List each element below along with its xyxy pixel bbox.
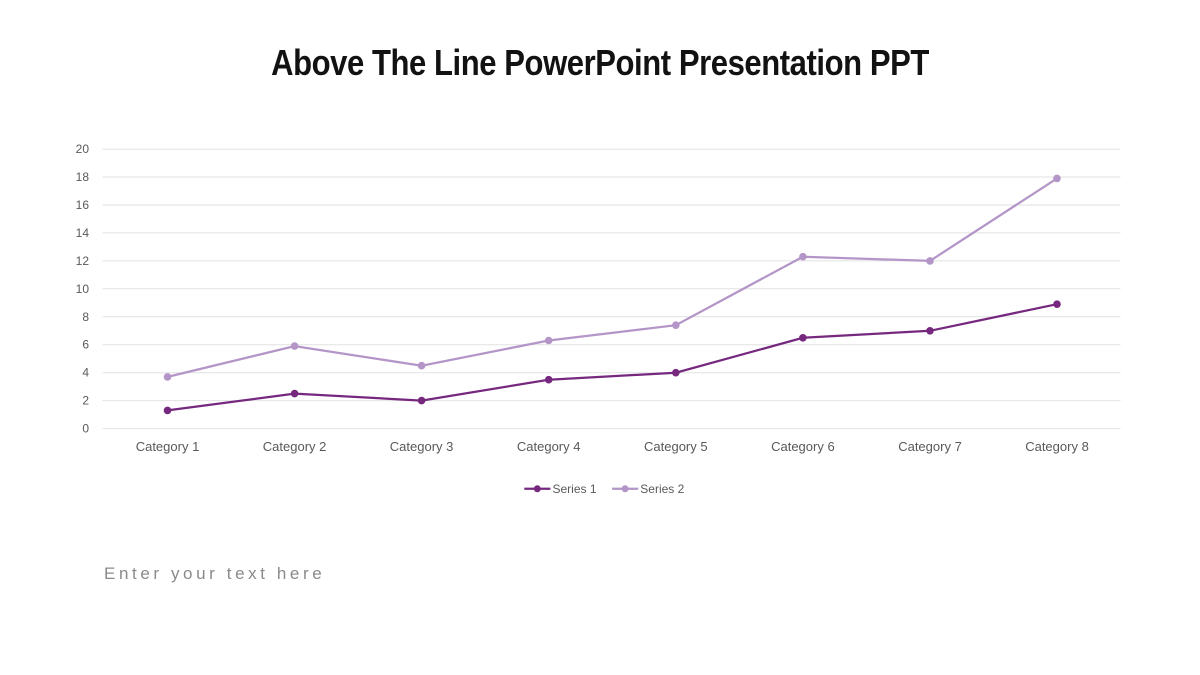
svg-text:Category 5: Category 5 [644,439,708,454]
svg-text:Category 1: Category 1 [136,439,200,454]
svg-text:Series 1: Series 1 [553,482,597,496]
svg-text:4: 4 [82,366,89,380]
svg-text:2: 2 [82,394,89,408]
svg-text:6: 6 [82,338,89,352]
svg-text:12: 12 [76,254,90,268]
svg-text:8: 8 [82,310,89,324]
svg-text:10: 10 [76,282,90,296]
svg-text:Category 8: Category 8 [1025,439,1089,454]
svg-text:Category 3: Category 3 [390,439,454,454]
svg-text:Category 6: Category 6 [771,439,835,454]
svg-text:18: 18 [76,170,90,184]
svg-text:Category 2: Category 2 [263,439,327,454]
svg-text:14: 14 [76,226,90,240]
svg-text:Series 2: Series 2 [640,482,684,496]
svg-text:0: 0 [82,422,89,436]
svg-text:20: 20 [76,142,90,156]
svg-text:Category 7: Category 7 [898,439,962,454]
svg-text:16: 16 [76,198,90,212]
svg-text:Category 4: Category 4 [517,439,581,454]
